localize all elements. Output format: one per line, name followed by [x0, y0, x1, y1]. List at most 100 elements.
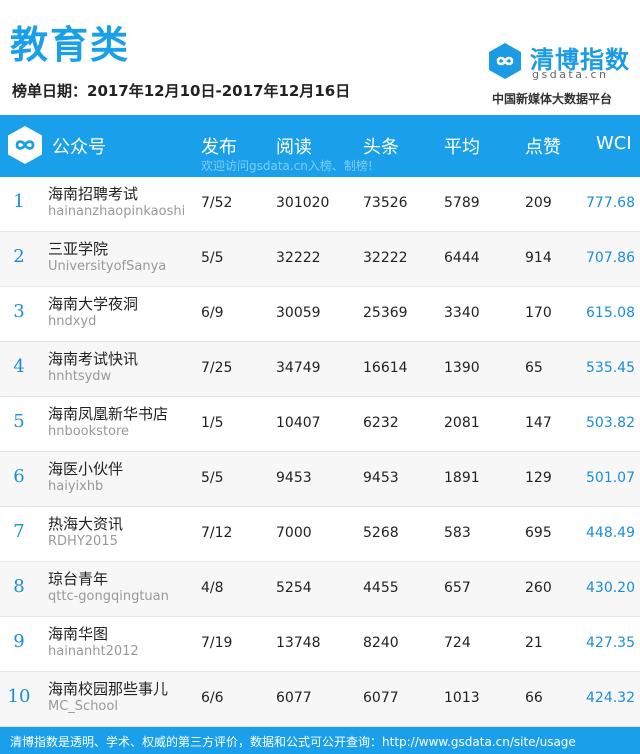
like-count: 65 [525, 360, 543, 376]
average-read: 724 [444, 635, 471, 651]
account-id: MC_School [48, 699, 118, 714]
table-row[interactable]: 6 海医小伙伴 haiyixhb 5/5 9453 9453 1891 129 501.07 [0, 452, 640, 507]
rank-number: 5 [13, 411, 25, 432]
wci-score: 535.45 [586, 360, 635, 376]
read-count: 10407 [276, 415, 321, 431]
average-read: 657 [444, 580, 471, 596]
rank-number: 4 [13, 356, 25, 377]
wci-score: 777.68 [586, 195, 635, 211]
publish-count: 1/5 [201, 415, 224, 431]
account-id: qttc-gongqingtuan [48, 589, 169, 604]
read-count: 13748 [276, 635, 321, 651]
table-row[interactable]: 4 海南考试快讯 hnhtsydw 7/25 34749 16614 1390 65 535.4… [0, 342, 640, 397]
account-name: 海南华图 [48, 625, 109, 643]
account-name: 海南大学夜洞 [48, 295, 139, 313]
account-name: 三亚学院 [48, 240, 109, 258]
publish-count: 5/5 [201, 470, 224, 486]
account-name: 海南凤凰新华书店 [48, 405, 169, 423]
publish-count: 4/8 [201, 580, 224, 596]
table-row[interactable]: 7 热海大资讯 RDHY2015 7/12 7000 5268 583 695 448.49 [0, 507, 640, 562]
account-name: 海南招聘考试 [48, 185, 139, 203]
footer-note: 清博指数是透明、学术、权威的第三方评价，数据和公式可公开查询：http://ww… [0, 727, 640, 754]
like-count: 147 [525, 415, 552, 431]
wci-score: 424.32 [586, 690, 635, 706]
wci-score: 615.08 [586, 305, 635, 321]
infinity-link-icon [489, 43, 521, 79]
average-read: 1891 [444, 470, 480, 486]
account-id: hnhtsydw [48, 369, 112, 384]
headline-read: 5268 [363, 525, 399, 541]
like-count: 209 [525, 195, 552, 211]
headline-read: 16614 [363, 360, 408, 376]
rank-number: 8 [13, 576, 25, 597]
logo-name: 清博指数 [530, 46, 630, 74]
page-title: 教育类 [10, 23, 131, 67]
table-row[interactable]: 2 三亚学院 UniversityofSanya 5/5 32222 32222 6444 9… [0, 232, 640, 287]
like-count: 695 [525, 525, 552, 541]
publish-count: 7/52 [201, 195, 233, 211]
publish-count: 7/25 [201, 360, 233, 376]
rank-number: 7 [13, 521, 25, 542]
account-id: RDHY2015 [48, 534, 118, 549]
read-count: 301020 [276, 195, 330, 211]
like-count: 170 [525, 305, 552, 321]
account-id: UniversityofSanya [48, 259, 167, 274]
headline-read: 9453 [363, 470, 399, 486]
wci-score: 448.49 [586, 525, 635, 541]
read-count: 7000 [276, 525, 312, 541]
header-headline[interactable]: 头条 [363, 137, 399, 158]
table-row[interactable]: 5 海南凤凰新华书店 hnbookstore 1/5 10407 6232 2081 147 5… [0, 397, 640, 452]
rank-number: 1 [13, 191, 25, 212]
account-id: haiyixhb [48, 479, 104, 494]
headline-read: 8240 [363, 635, 399, 651]
account-id: hainanzhaopinkaoshi [48, 204, 186, 219]
account-id: hainanht2012 [48, 644, 139, 659]
wci-score: 430.20 [586, 580, 635, 596]
average-read: 2081 [444, 415, 480, 431]
rank-number: 6 [13, 466, 25, 487]
account-id: hnbookstore [48, 424, 130, 439]
average-read: 1390 [444, 360, 480, 376]
read-count: 32222 [276, 250, 321, 266]
wci-score: 501.07 [586, 470, 635, 486]
header-read[interactable]: 阅读 [276, 137, 312, 158]
table-row[interactable]: 8 琼台青年 qttc-gongqingtuan 4/8 5254 4455 657 260 4… [0, 562, 640, 617]
account-name: 海南校园那些事儿 [48, 680, 169, 698]
publish-count: 5/5 [201, 250, 224, 266]
account-id: hndxyd [48, 314, 97, 329]
header-note: 欢迎访问gsdata.cn入榜、制榜! [201, 159, 373, 173]
header-account[interactable]: 公众号 [52, 137, 106, 158]
table-row[interactable]: 9 海南华图 hainanht2012 7/19 13748 8240 724 21 427.3… [0, 617, 640, 672]
average-read: 1013 [444, 690, 480, 706]
account-name: 琼台青年 [48, 570, 109, 588]
ranking-table: 1 海南招聘考试 hainanzhaopinkaoshi 7/52 301020 7352… [0, 177, 640, 727]
header-likes[interactable]: 点赞 [525, 137, 561, 158]
table-row[interactable]: 3 海南大学夜洞 hndxyd 6/9 30059 25369 3340 170 615.08 [0, 287, 640, 342]
headline-read: 6232 [363, 415, 399, 431]
rank-number: 2 [13, 246, 25, 267]
rank-number: 9 [13, 631, 25, 652]
header-wci[interactable]: WCI [596, 133, 632, 154]
table-row[interactable]: 1 海南招聘考试 hainanzhaopinkaoshi 7/52 301020 7352… [0, 177, 640, 232]
headline-read: 6077 [363, 690, 399, 706]
header-average[interactable]: 平均 [444, 137, 480, 158]
publish-count: 6/6 [201, 690, 224, 706]
header-publish[interactable]: 发布 [201, 137, 237, 158]
average-read: 6444 [444, 250, 480, 266]
read-count: 34749 [276, 360, 321, 376]
brand-logo[interactable]: 清博指数 gsdata.cn [486, 40, 636, 84]
like-count: 260 [525, 580, 552, 596]
like-count: 129 [525, 470, 552, 486]
wci-score: 427.35 [586, 635, 635, 651]
read-count: 9453 [276, 470, 312, 486]
wci-score: 503.82 [586, 415, 635, 431]
publish-count: 7/19 [201, 635, 233, 651]
like-count: 914 [525, 250, 552, 266]
table-row[interactable]: 10 海南校园那些事儿 MC_School 6/6 6077 6077 1013 66 424.… [0, 672, 640, 727]
account-name: 海南考试快讯 [48, 350, 139, 368]
logo-subtitle: 中国新媒体大数据平台 [492, 92, 613, 106]
account-name: 海医小伙伴 [48, 460, 124, 478]
publish-count: 6/9 [201, 305, 224, 321]
rank-number: 3 [13, 301, 25, 322]
average-read: 583 [444, 525, 471, 541]
